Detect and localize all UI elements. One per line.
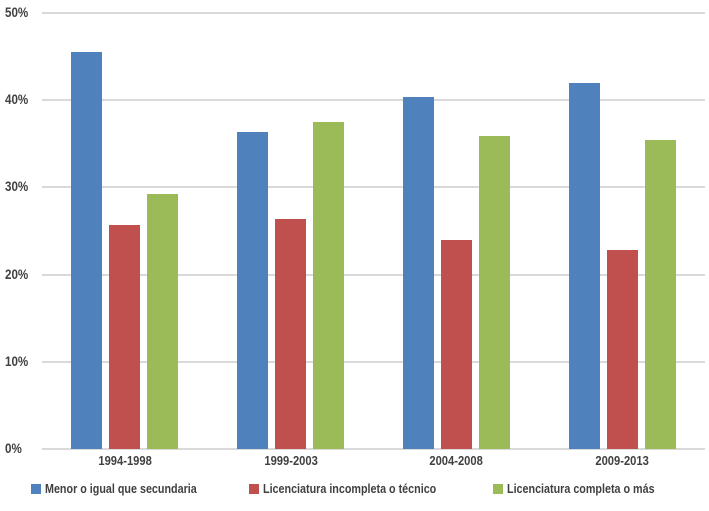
gridline-50% — [42, 12, 705, 14]
legend-item-2: Licenciatura completa o más — [492, 482, 679, 496]
y-axis-tick-label: 40% — [5, 92, 41, 108]
gridline-0% — [42, 448, 705, 450]
x-axis-tick-text: 1994-1998 — [98, 453, 152, 468]
y-axis-tick-label: 50% — [5, 5, 41, 21]
x-axis-tick-label: 1999-2003 — [208, 453, 374, 468]
legend-item-0: Menor o igual que secundaria — [30, 482, 221, 496]
bar-groups — [42, 13, 705, 449]
legend-swatch-icon — [30, 484, 41, 494]
y-axis-tick-text: 0% — [5, 441, 22, 456]
x-axis-labels: 1994-1998 1999-2003 2004-2008 2009-2013 — [42, 453, 705, 468]
bar-group-1994-1998 — [42, 13, 208, 449]
gridline-30% — [42, 186, 705, 189]
legend-swatch-icon — [492, 484, 503, 494]
legend-label-text: Licenciatura incompleta o técnico — [263, 482, 437, 496]
bar-group-1999-2003 — [208, 13, 374, 449]
y-axis-tick-text: 50% — [5, 5, 29, 20]
bar-group-2009-2013 — [539, 13, 705, 449]
bar-1994-1998-series-2 — [147, 193, 179, 449]
bar-2009-2013-series-1 — [606, 250, 638, 449]
plot-area — [42, 12, 705, 450]
y-axis-tick-label: 10% — [5, 354, 41, 370]
y-axis-tick-text: 30% — [5, 179, 29, 195]
bar-2009-2013-series-2 — [644, 140, 676, 449]
x-axis-tick-text: 2009-2013 — [595, 453, 649, 468]
y-axis-tick-text: 20% — [5, 266, 29, 282]
legend-label: Licenciatura incompleta o técnico — [263, 482, 464, 496]
bar-1994-1998-series-1 — [109, 224, 141, 449]
y-axis-tick-label: 30% — [5, 179, 41, 195]
legend-label-text: Licenciatura completa o más — [506, 482, 655, 496]
bar-1994-1998-series-0 — [71, 52, 103, 449]
gridline-20% — [42, 273, 705, 276]
legend-label: Menor o igual que secundaria — [45, 482, 221, 496]
bar-2004-2008-series-0 — [402, 96, 434, 449]
gridline-10% — [42, 360, 705, 363]
gridline-40% — [42, 99, 705, 102]
x-axis-tick-text: 1999-2003 — [263, 453, 318, 468]
x-axis-tick-text: 2004-2008 — [429, 453, 484, 468]
bar-1999-2003-series-1 — [275, 218, 307, 449]
bar-group-2004-2008 — [374, 13, 540, 449]
bar-2004-2008-series-1 — [440, 239, 472, 449]
legend-label-text: Menor o igual que secundaria — [44, 482, 197, 496]
legend: Menor o igual que secundaria Licenciatura… — [0, 482, 709, 496]
y-axis-tick-text: 40% — [5, 92, 29, 108]
x-axis-tick-label: 2009-2013 — [539, 453, 705, 468]
y-axis-tick-label: 20% — [5, 267, 41, 283]
y-axis-tick-label: 0% — [5, 441, 41, 457]
x-axis-tick-label: 1994-1998 — [42, 453, 208, 468]
x-axis-tick-label: 2004-2008 — [374, 453, 540, 468]
bar-1999-2003-series-0 — [237, 131, 269, 449]
legend-item-1: Licenciatura incompleta o técnico — [249, 482, 464, 496]
y-axis-tick-text: 10% — [5, 353, 29, 369]
bar-2009-2013-series-0 — [568, 82, 600, 449]
legend-swatch-icon — [249, 484, 260, 494]
legend-label: Licenciatura completa o más — [507, 482, 679, 496]
bar-2004-2008-series-2 — [478, 135, 510, 449]
bar-1999-2003-series-2 — [313, 122, 345, 449]
